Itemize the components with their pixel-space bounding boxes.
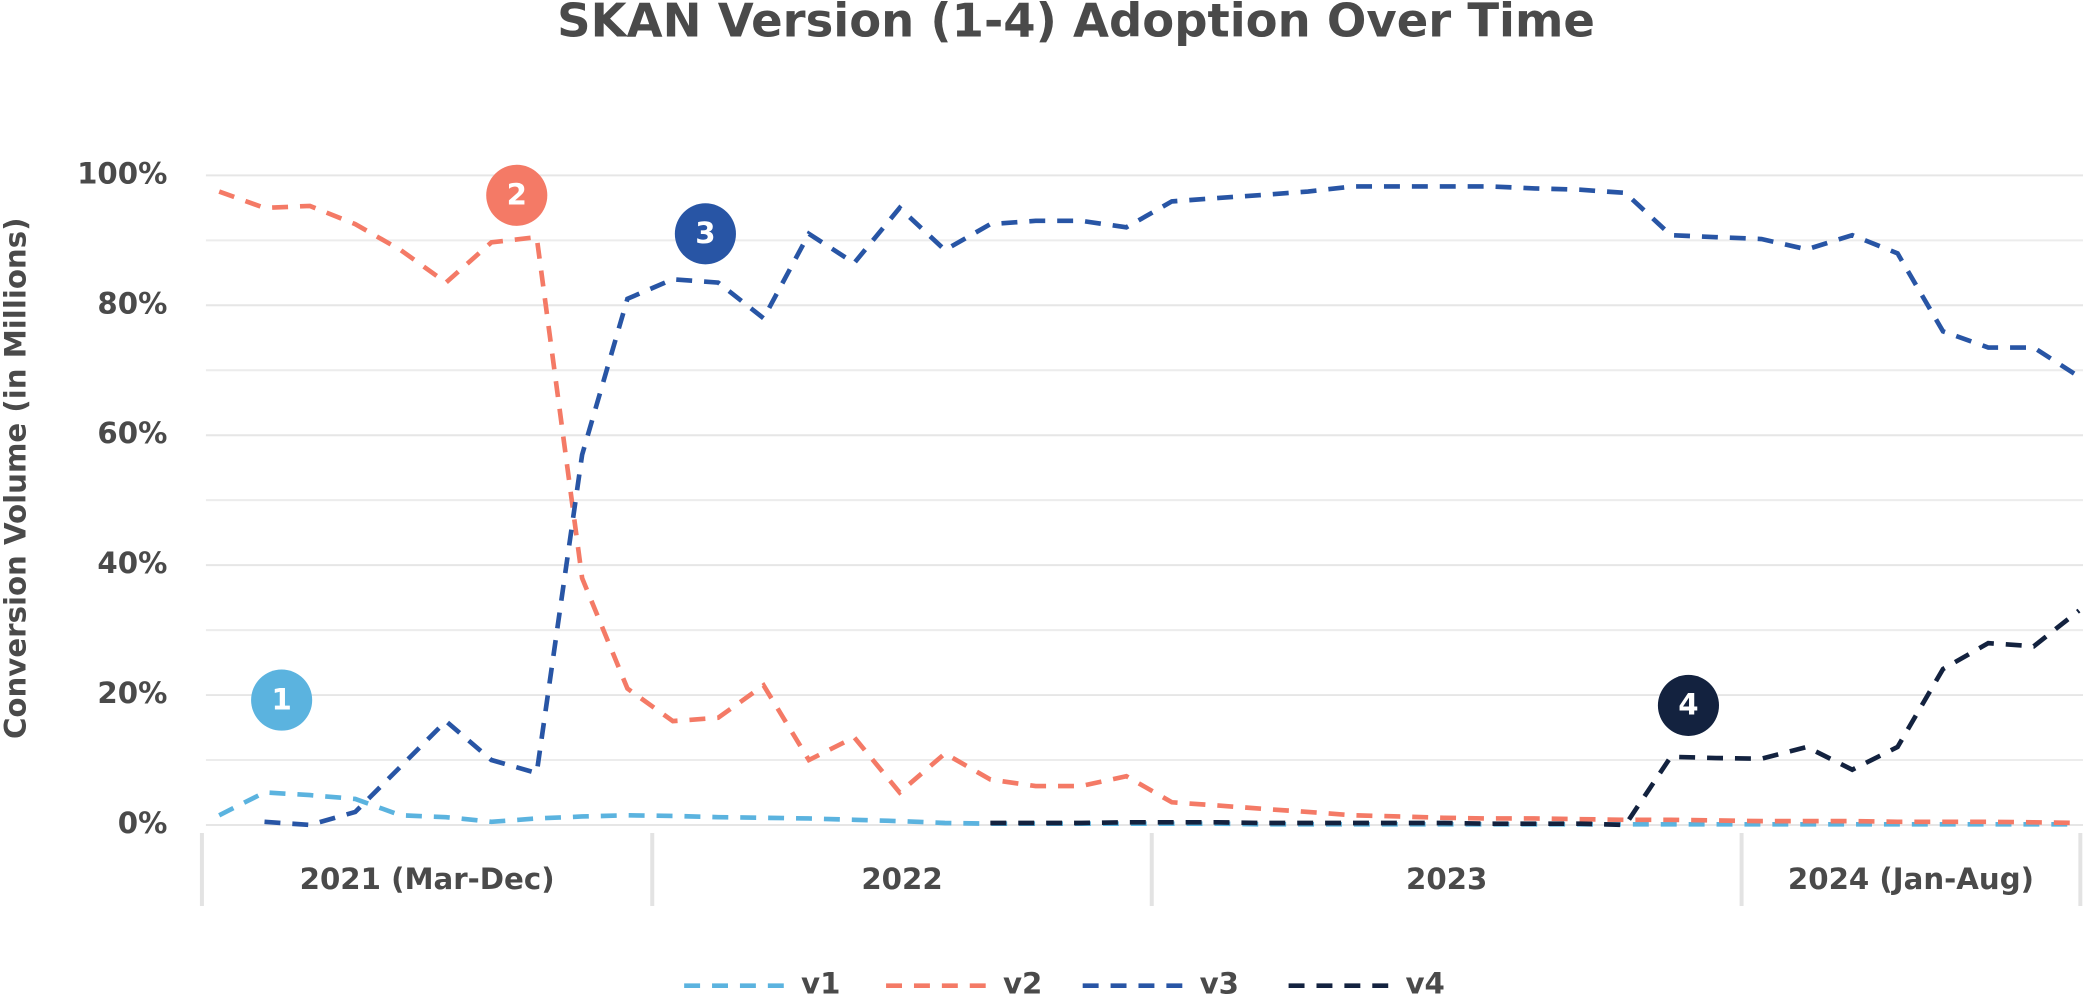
legend-label: v1 [801,967,840,1001]
annotation-text: 4 [1678,688,1698,722]
x-group-label: 2021 (Mar-Dec) [300,862,555,896]
annotation-text: 2 [507,178,527,212]
annotation-text: 1 [271,682,291,716]
series-line [218,189,2080,826]
x-group-label: 2024 (Jan-Aug) [1788,862,2034,896]
y-tick-label: 20% [97,676,167,710]
annotation-badge [1657,674,1720,736]
y-tick-label: 60% [97,416,167,450]
x-group-label: 2022 [861,862,942,896]
legend-label: v4 [1405,967,1444,1001]
series-line [264,184,2081,828]
legend-label: v3 [1200,967,1239,1001]
y-axis-label: Conversion Volume (in Millions) [0,218,32,740]
x-group-label: 2023 [1406,862,1487,896]
chart-title: SKAN Version (1-4) Adoption Over Time [557,0,1595,47]
y-tick-label: 100% [77,156,167,190]
annotation-badge [674,203,736,265]
y-tick-label: 80% [97,286,167,320]
y-tick-label: 40% [97,546,167,580]
series-line [990,608,2081,828]
y-tick-label: 0% [118,806,168,840]
series-line [218,790,2080,827]
legend-label: v2 [1003,967,1042,1001]
annotation-badge [486,164,548,226]
annotation-text: 3 [695,216,715,250]
annotation-badge [251,669,313,731]
